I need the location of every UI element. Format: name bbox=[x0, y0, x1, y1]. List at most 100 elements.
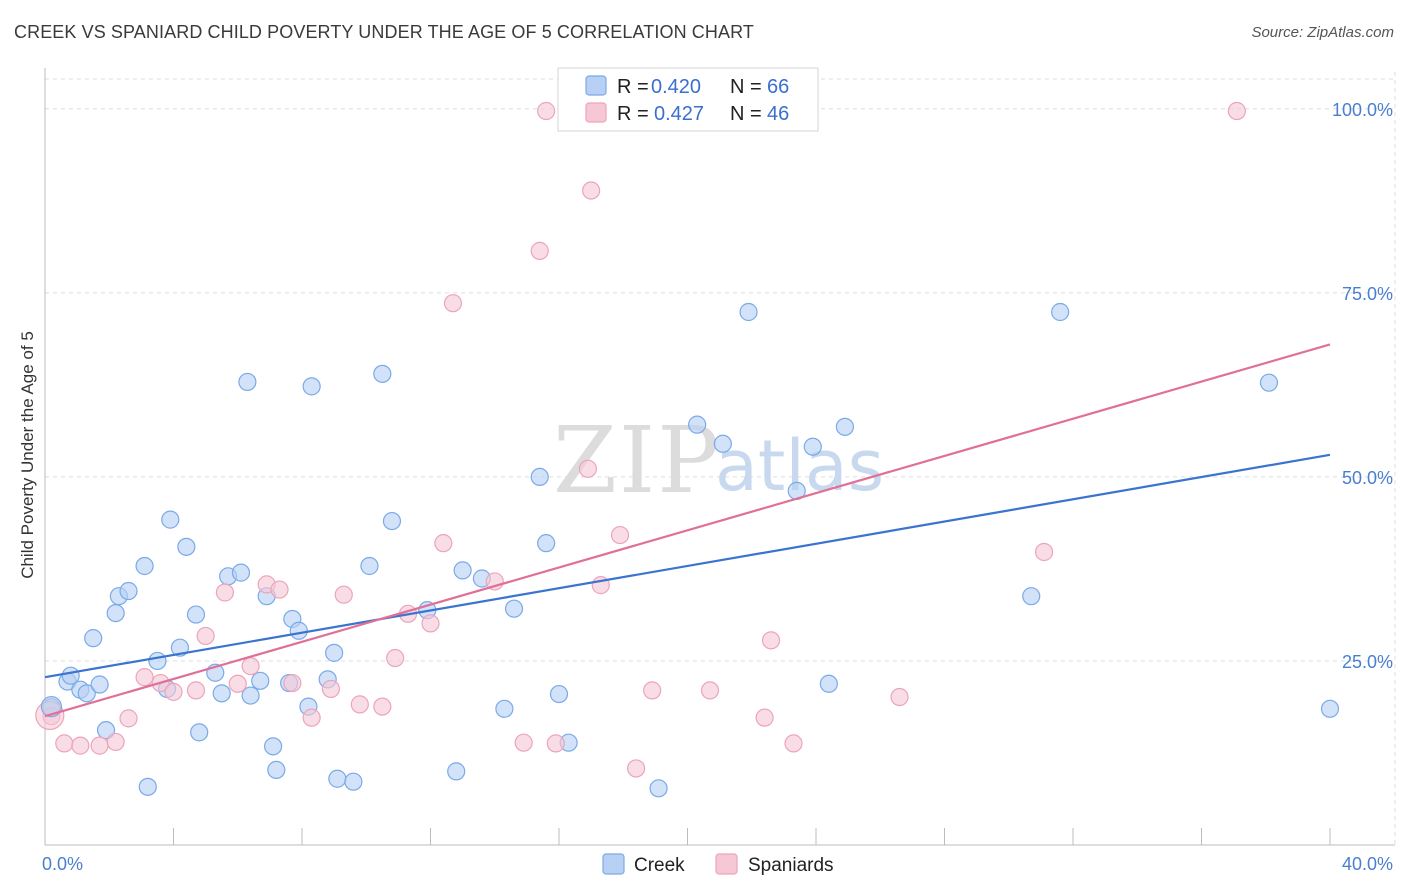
creek-point[interactable] bbox=[190, 723, 209, 742]
spaniards-point[interactable] bbox=[582, 181, 601, 200]
creek-point[interactable] bbox=[289, 621, 308, 640]
creek-point[interactable] bbox=[382, 511, 402, 531]
creek-point[interactable] bbox=[1259, 373, 1279, 392]
creek-point[interactable] bbox=[238, 372, 257, 392]
spaniards-point[interactable] bbox=[334, 585, 353, 604]
creek-point[interactable] bbox=[40, 695, 63, 718]
creek-point[interactable] bbox=[263, 737, 283, 756]
creek-point[interactable] bbox=[649, 779, 668, 798]
creek-point[interactable] bbox=[803, 437, 822, 456]
spaniards-point[interactable] bbox=[196, 626, 215, 646]
spaniards-point[interactable] bbox=[610, 525, 630, 545]
spaniards-point[interactable] bbox=[434, 534, 453, 553]
y-tick-label: 50.0% bbox=[1342, 468, 1393, 488]
spaniards-point[interactable] bbox=[164, 682, 183, 701]
creek-point[interactable] bbox=[106, 603, 125, 623]
creek-point[interactable] bbox=[325, 643, 344, 662]
spaniards-point[interactable] bbox=[71, 736, 90, 755]
creek-point[interactable] bbox=[138, 777, 157, 796]
stats-swatch-creek bbox=[585, 75, 607, 96]
creek-point[interactable] bbox=[819, 674, 838, 693]
legend-label-creek[interactable]: Creek bbox=[634, 855, 685, 876]
spaniards-point[interactable] bbox=[302, 708, 321, 727]
creek-point[interactable] bbox=[170, 638, 190, 657]
creek-point[interactable] bbox=[84, 629, 103, 648]
creek-point[interactable] bbox=[739, 302, 758, 322]
spaniards-point[interactable] bbox=[421, 614, 440, 633]
spaniards-point[interactable] bbox=[119, 709, 138, 728]
creek-point[interactable] bbox=[688, 415, 707, 434]
legend-swatch-spaniards[interactable] bbox=[715, 853, 738, 875]
spaniards-point[interactable] bbox=[241, 657, 260, 676]
spaniards-point[interactable] bbox=[537, 101, 556, 121]
spaniards-point[interactable] bbox=[530, 241, 549, 260]
creek-point[interactable] bbox=[453, 561, 472, 580]
spaniards-point[interactable] bbox=[784, 734, 803, 753]
stats-legend-box: R = 0.420 N = 66 R = 0.427 N = 46 bbox=[557, 67, 819, 132]
creek-point[interactable] bbox=[360, 556, 379, 576]
spaniards-point[interactable] bbox=[546, 734, 565, 753]
creek-point[interactable] bbox=[1051, 302, 1070, 322]
spaniards-point[interactable] bbox=[755, 708, 774, 727]
creek-point[interactable] bbox=[186, 605, 206, 624]
creek-point[interactable] bbox=[530, 467, 549, 487]
spaniards-point[interactable] bbox=[443, 294, 463, 313]
spaniards-point[interactable] bbox=[283, 673, 302, 693]
stats-n-value-creek: 66 bbox=[767, 76, 789, 98]
creek-point[interactable] bbox=[148, 651, 167, 671]
creek-point[interactable] bbox=[537, 534, 556, 553]
creek-point[interactable] bbox=[96, 721, 116, 740]
creek-point[interactable] bbox=[251, 671, 270, 690]
creek-point[interactable] bbox=[77, 684, 96, 703]
spaniards-point[interactable] bbox=[373, 697, 392, 716]
spaniards-point[interactable] bbox=[578, 459, 598, 478]
spaniards-point[interactable] bbox=[90, 736, 109, 755]
spaniards-point[interactable] bbox=[890, 687, 909, 707]
spaniards-point[interactable] bbox=[700, 681, 720, 700]
spaniards-point[interactable] bbox=[643, 681, 662, 700]
creek-point[interactable] bbox=[495, 699, 514, 718]
creek-trend-line bbox=[44, 453, 1331, 679]
creek-point[interactable] bbox=[549, 684, 569, 704]
creek-point[interactable] bbox=[177, 537, 196, 556]
creek-point[interactable] bbox=[90, 675, 109, 694]
creek-point[interactable] bbox=[835, 417, 855, 436]
spaniards-point[interactable] bbox=[386, 648, 405, 668]
creek-point[interactable] bbox=[161, 510, 180, 529]
spaniards-point[interactable] bbox=[228, 674, 247, 693]
stats-n-label-creek: N = bbox=[730, 76, 762, 98]
spaniards-point[interactable] bbox=[626, 759, 646, 778]
spaniards-point[interactable] bbox=[135, 668, 154, 687]
creek-point[interactable] bbox=[231, 563, 251, 582]
spaniards-point[interactable] bbox=[761, 631, 781, 650]
spaniards-point[interactable] bbox=[270, 580, 289, 599]
spaniards-point[interactable] bbox=[215, 583, 234, 602]
creek-point[interactable] bbox=[267, 760, 286, 780]
creek-point[interactable] bbox=[373, 364, 392, 383]
spaniards-point[interactable] bbox=[514, 733, 533, 752]
spaniards-point[interactable] bbox=[1227, 101, 1246, 121]
creek-point[interactable] bbox=[1022, 587, 1041, 606]
legend-label-spaniards[interactable]: Spaniards bbox=[748, 855, 834, 876]
spaniards-point[interactable] bbox=[106, 732, 125, 752]
y-tick-label: 25.0% bbox=[1342, 652, 1393, 672]
creek-point[interactable] bbox=[212, 684, 231, 703]
spaniards-point[interactable] bbox=[186, 681, 206, 700]
creek-point[interactable] bbox=[344, 772, 363, 791]
spaniards-point[interactable] bbox=[350, 695, 369, 714]
creek-point[interactable] bbox=[713, 434, 732, 453]
legend-swatch-creek[interactable] bbox=[602, 853, 625, 875]
creek-point[interactable] bbox=[302, 377, 321, 396]
creek-point[interactable] bbox=[1320, 699, 1340, 718]
creek-point[interactable] bbox=[135, 556, 154, 576]
stats-r-value-creek: 0.420 bbox=[651, 76, 701, 98]
spaniards-point[interactable] bbox=[55, 734, 74, 753]
creek-point[interactable] bbox=[119, 581, 138, 601]
creek-point[interactable] bbox=[241, 686, 260, 705]
creek-point[interactable] bbox=[447, 762, 466, 781]
spaniards-point[interactable] bbox=[1034, 542, 1054, 562]
spaniards-point[interactable] bbox=[321, 679, 341, 699]
creek-point[interactable] bbox=[504, 599, 524, 618]
creek-point[interactable] bbox=[328, 769, 347, 788]
